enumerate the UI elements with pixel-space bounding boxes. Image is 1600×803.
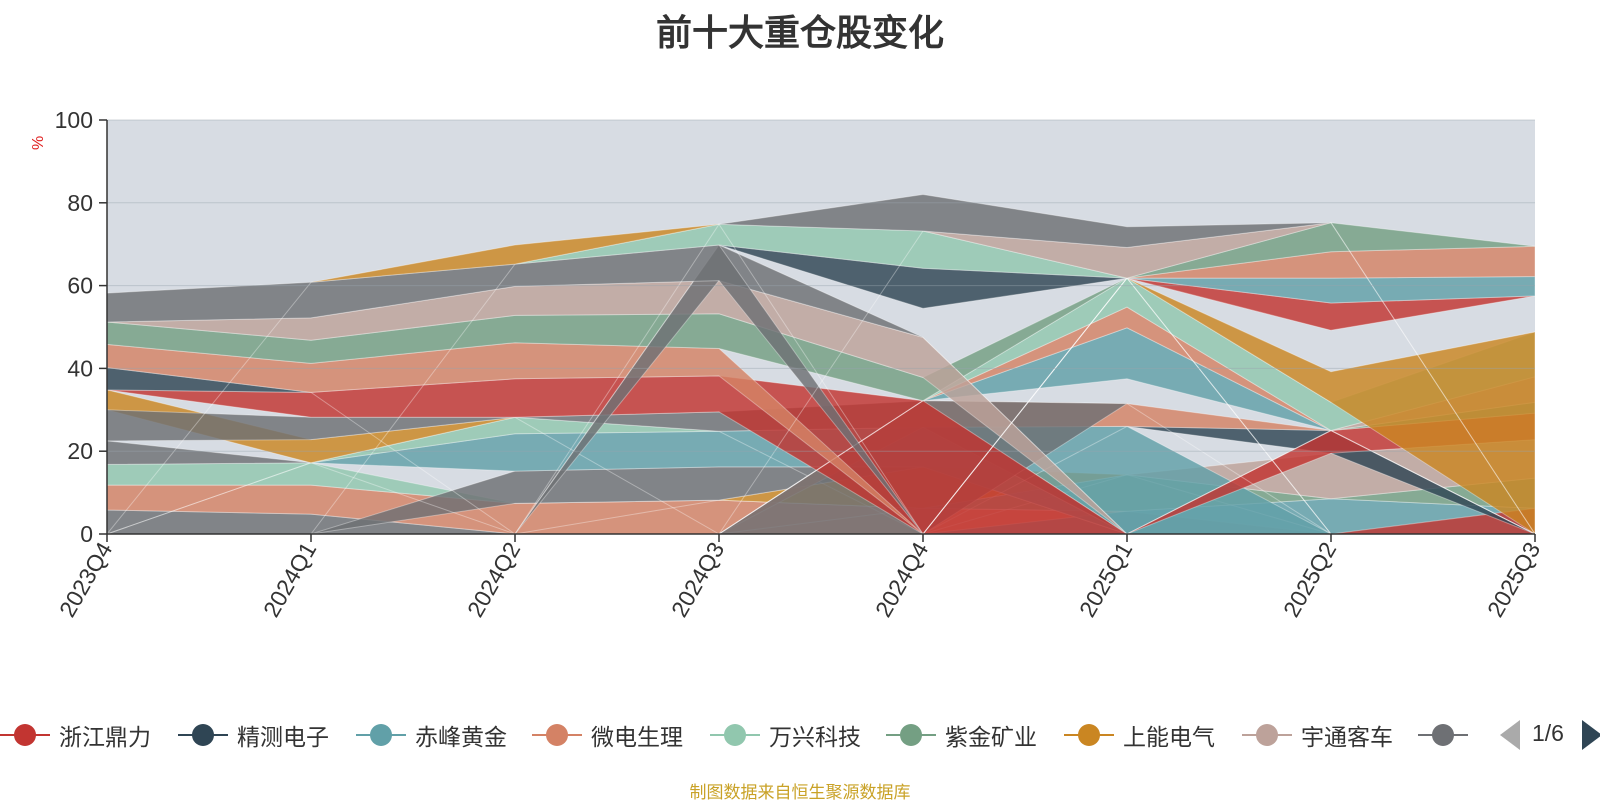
legend-item[interactable]	[1418, 718, 1475, 752]
x-tick-label: 2023Q4	[54, 537, 118, 621]
legend-next-page-icon[interactable]	[1582, 720, 1600, 750]
x-tick-label: 2024Q3	[666, 538, 729, 622]
x-tick-label: 2024Q4	[870, 537, 934, 621]
legend-label: 赤峰黄金	[415, 725, 507, 751]
legend-item[interactable]: 微电生理	[532, 718, 683, 752]
legend: 浙江鼎力 精测电子 赤峰黄金 微电生理 万兴科技 紫金矿业 上能电气 宇通客车	[0, 718, 1475, 752]
x-tick-label: 2024Q1	[258, 538, 321, 622]
area-chart: 0 20 40 60 80 100 2023Q4 2024Q1 2024Q2 2024Q3 2024…	[54, 107, 1545, 622]
area-band-11	[106, 416, 1535, 535]
legend-swatch-icon	[710, 718, 760, 752]
y-tick-label: 100	[55, 107, 93, 133]
x-tick-label: 2025Q1	[1074, 538, 1137, 622]
legend-label: 浙江鼎力	[59, 725, 151, 751]
legend-label: 微电生理	[591, 725, 683, 751]
legend-swatch-icon	[178, 718, 228, 752]
chart-title: 前十大重仓股变化	[655, 13, 944, 54]
x-tick-label: 2024Q2	[462, 538, 525, 622]
legend-swatch-icon	[0, 718, 50, 752]
area-band-32	[107, 244, 1535, 535]
area-band-37	[106, 223, 1535, 535]
y-tick-label: 40	[67, 355, 93, 381]
legend-label: 宇通客车	[1301, 725, 1393, 751]
y-tick-label: 80	[67, 190, 93, 216]
legend-page-indicator: 1/6	[1532, 720, 1564, 746]
legend-prev-page-icon[interactable]	[1500, 720, 1520, 750]
legend-swatch-icon	[532, 718, 582, 752]
legend-item[interactable]: 紫金矿业	[886, 718, 1037, 752]
legend-swatch-icon	[1418, 718, 1468, 752]
area-band-20	[106, 375, 1535, 535]
legend-swatch-icon	[1064, 718, 1114, 752]
legend-label: 万兴科技	[769, 725, 861, 751]
legend-label: 上能电气	[1123, 725, 1215, 751]
y-tick-label: 0	[80, 521, 93, 547]
legend-item[interactable]: 宇通客车	[1242, 718, 1393, 752]
legend-item[interactable]: 精测电子	[178, 718, 329, 752]
y-tick-label: 20	[67, 438, 93, 464]
legend-item[interactable]: 浙江鼎力	[0, 718, 151, 752]
legend-item[interactable]: 上能电气	[1064, 718, 1215, 752]
x-tick-label: 2025Q2	[1278, 538, 1341, 622]
legend-swatch-icon	[1242, 718, 1292, 752]
area-band-28	[106, 280, 1535, 535]
legend-label: 紫金矿业	[945, 725, 1037, 751]
legend-item[interactable]: 赤峰黄金	[356, 718, 507, 752]
legend-swatch-icon	[356, 718, 406, 752]
data-source-note: 制图数据来自恒生聚源数据库	[689, 783, 911, 803]
x-tick-label: 2025Q3	[1482, 538, 1545, 622]
legend-swatch-icon	[886, 718, 936, 752]
legend-item[interactable]: 万兴科技	[710, 718, 861, 752]
area-band-10	[106, 425, 1535, 535]
y-tick-label: 60	[67, 273, 93, 299]
area-band-29	[107, 244, 1535, 535]
legend-label: 精测电子	[237, 725, 329, 751]
